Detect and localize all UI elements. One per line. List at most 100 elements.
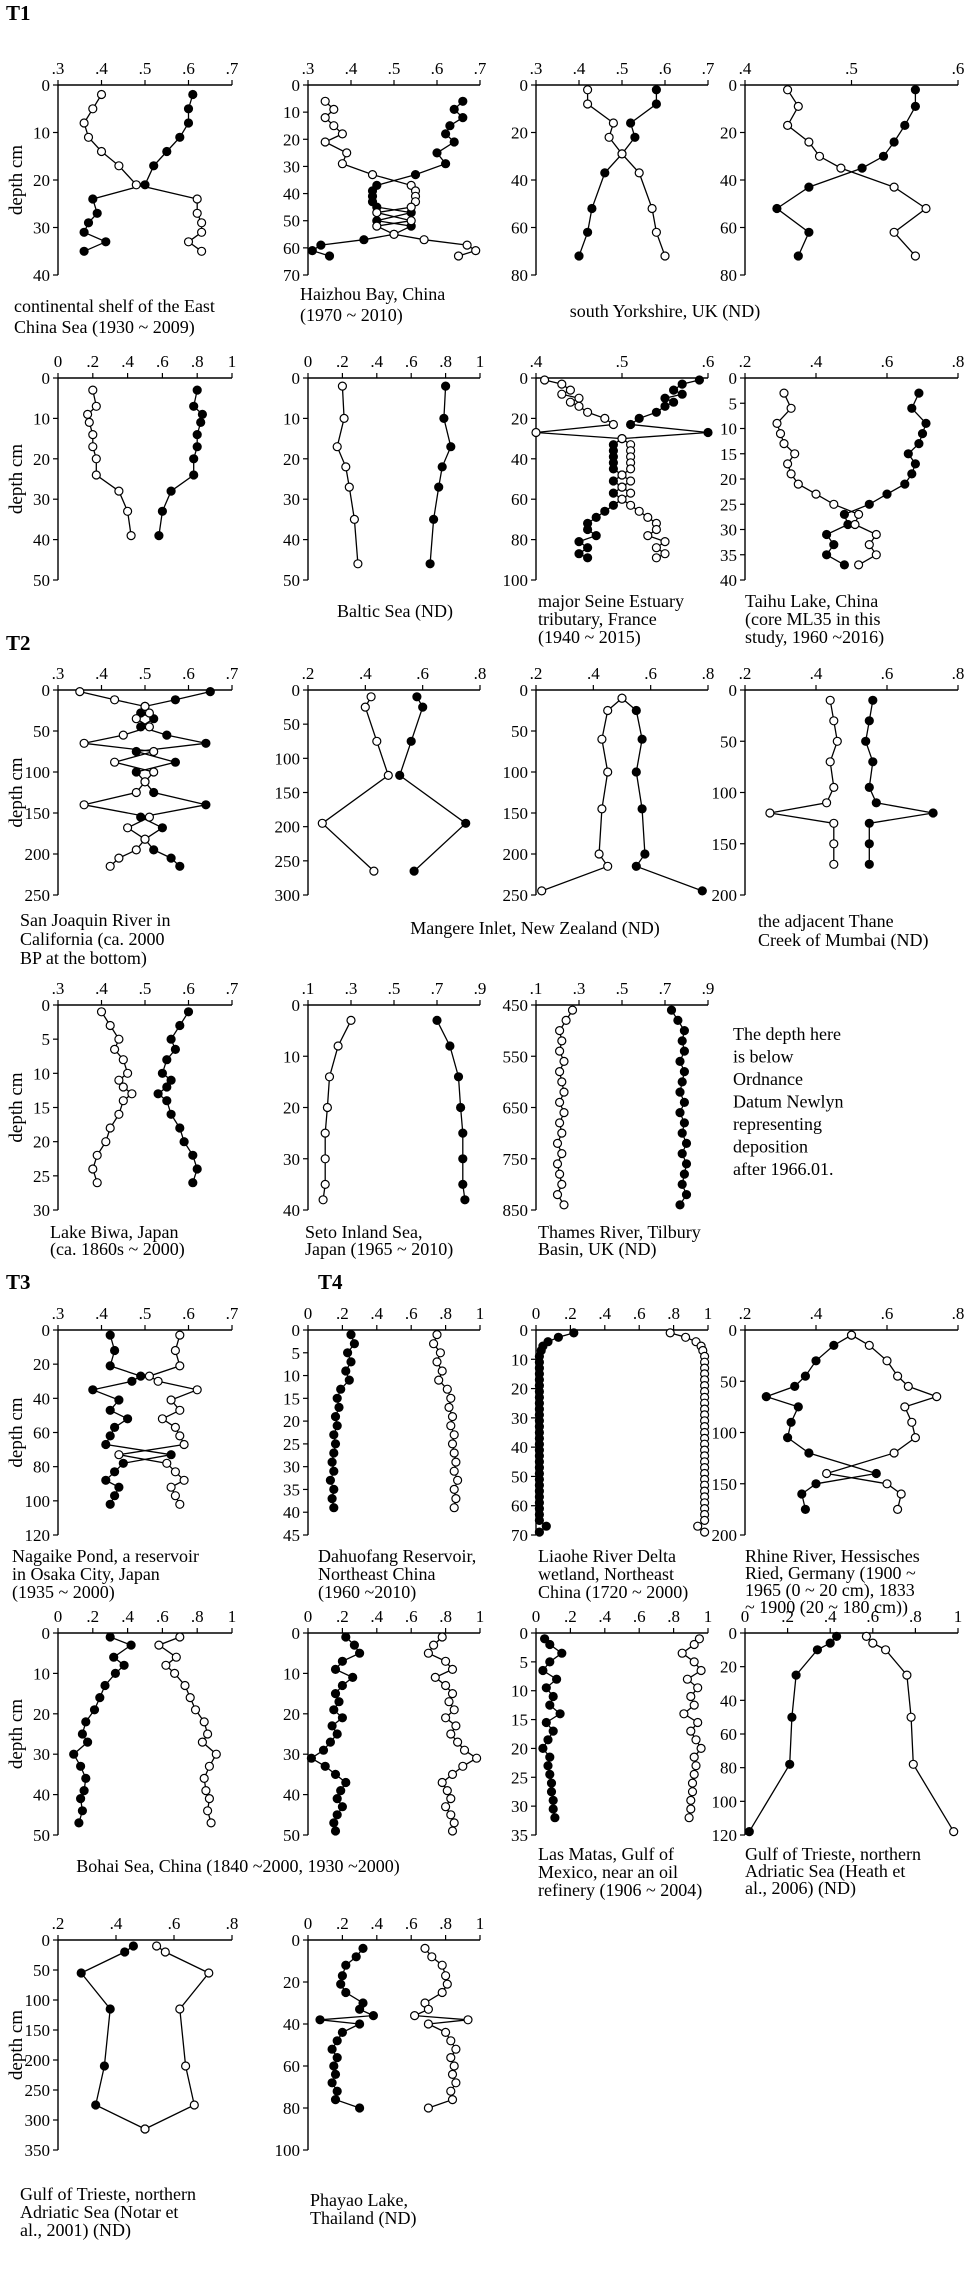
filled-point	[316, 240, 326, 250]
filled-series	[315, 1943, 378, 2113]
x-tick-label: .7	[226, 59, 239, 78]
filled-point	[153, 1089, 163, 1099]
filled-point	[105, 1361, 115, 1371]
open-point	[696, 1665, 706, 1676]
open-point	[449, 1503, 459, 1513]
series-line	[535, 379, 667, 559]
depth-profile-p14: .1 .3 .5 .7 .9 0 10 20 30 40 Seto Inland Sea,Japan…	[283, 979, 486, 1260]
filled-point	[839, 509, 850, 520]
filled-point	[327, 1457, 337, 1467]
open-point	[118, 1055, 128, 1065]
filled-point	[105, 1632, 115, 1642]
y-tick-label: 30	[511, 1797, 528, 1816]
open-point	[693, 1683, 703, 1693]
panel-caption: Las Matas, Gulf of	[538, 1844, 674, 1864]
open-point	[372, 221, 382, 231]
y-tick-label: 10	[33, 409, 50, 428]
filled-point	[675, 1087, 685, 1097]
open-point	[910, 1432, 921, 1443]
filled-point	[555, 1709, 565, 1719]
panel-caption: (1960 ~2010)	[318, 1582, 416, 1603]
open-point	[179, 1439, 189, 1450]
open-point	[160, 1947, 170, 1957]
open-point	[88, 104, 98, 114]
depth-profile-p23: 0 .2 .4 .6 .8 1 0 20 40 60 80 100 120 Gulf of Trieste…	[712, 1607, 963, 1899]
open-point	[444, 1697, 454, 1707]
x-tick-label: .2	[336, 352, 349, 371]
y-tick-label: 0	[729, 1624, 738, 1643]
open-point	[634, 168, 644, 178]
x-tick-label: 1	[476, 1607, 485, 1626]
open-point	[179, 1475, 189, 1485]
filled-point	[162, 1096, 172, 1106]
x-tick-label: .4	[121, 352, 134, 371]
filled-point	[320, 1761, 330, 1771]
open-point	[181, 2061, 191, 2071]
filled-point	[79, 246, 89, 256]
open-point	[190, 1705, 201, 1715]
filled-point	[458, 96, 468, 106]
open-point	[211, 1749, 221, 1759]
open-point	[442, 1785, 452, 1796]
y-tick-label: 10	[283, 1367, 300, 1386]
open-point	[406, 202, 416, 212]
series-line	[786, 89, 928, 257]
filled-point	[449, 104, 459, 115]
filled-point	[188, 1150, 198, 1160]
filled-point	[868, 695, 878, 705]
series-line	[865, 700, 934, 865]
filled-point	[591, 512, 601, 523]
x-tick-label: .6	[182, 979, 195, 998]
filled-point	[546, 1787, 557, 1797]
open-point	[346, 1015, 356, 1026]
filled-point	[327, 1493, 337, 1504]
y-tick-label: 30	[720, 521, 737, 540]
open-point	[574, 393, 584, 403]
filled-point	[79, 1785, 89, 1796]
open-point	[782, 459, 793, 469]
open-point	[651, 553, 662, 563]
filled-series	[154, 385, 207, 541]
x-tick-label: .3	[530, 59, 543, 78]
filled-point	[458, 1154, 468, 1164]
filled-point	[800, 1371, 811, 1381]
x-tick-label: .8	[474, 664, 487, 683]
y-tick-label: 50	[283, 1826, 300, 1845]
filled-point	[330, 1439, 341, 1449]
filled-point	[348, 1672, 358, 1683]
y-tick-label: 20	[511, 1739, 528, 1758]
y-tick-label: 200	[25, 845, 51, 864]
open-point	[140, 777, 150, 787]
filled-point	[839, 560, 850, 570]
open-point	[434, 1375, 444, 1385]
y-tick-label: 60	[33, 1424, 50, 1443]
x-tick-label: .4	[739, 59, 752, 78]
filled-point	[114, 1395, 124, 1405]
open-point	[825, 695, 835, 705]
filled-point	[122, 1414, 133, 1424]
y-tick-label: 80	[283, 2099, 300, 2118]
y-tick-label: 100	[712, 1792, 738, 1811]
filled-point	[557, 1648, 567, 1658]
open-point	[603, 767, 613, 777]
x-tick-label: .8	[191, 1607, 204, 1626]
x-tick-label: .7	[226, 979, 239, 998]
open-point	[689, 1700, 699, 1710]
filled-point	[83, 218, 94, 228]
open-point	[423, 1648, 433, 1658]
y-tick-label: 150	[275, 784, 301, 803]
x-tick-label: .6	[168, 1914, 181, 1933]
y-tick-label: 20	[720, 470, 737, 489]
y-tick-label: 40	[511, 1438, 528, 1457]
open-point	[539, 375, 550, 385]
panel-caption: Rhine River, Hessisches	[745, 1546, 920, 1566]
filled-point	[341, 1987, 351, 1998]
y-tick-label: 30	[33, 1745, 50, 1764]
filled-point	[679, 1118, 690, 1128]
filled-point	[548, 1691, 558, 1702]
filled-point	[192, 1164, 202, 1174]
filled-point	[337, 1656, 347, 1666]
filled-point	[429, 514, 439, 525]
filled-point	[91, 2100, 101, 2110]
